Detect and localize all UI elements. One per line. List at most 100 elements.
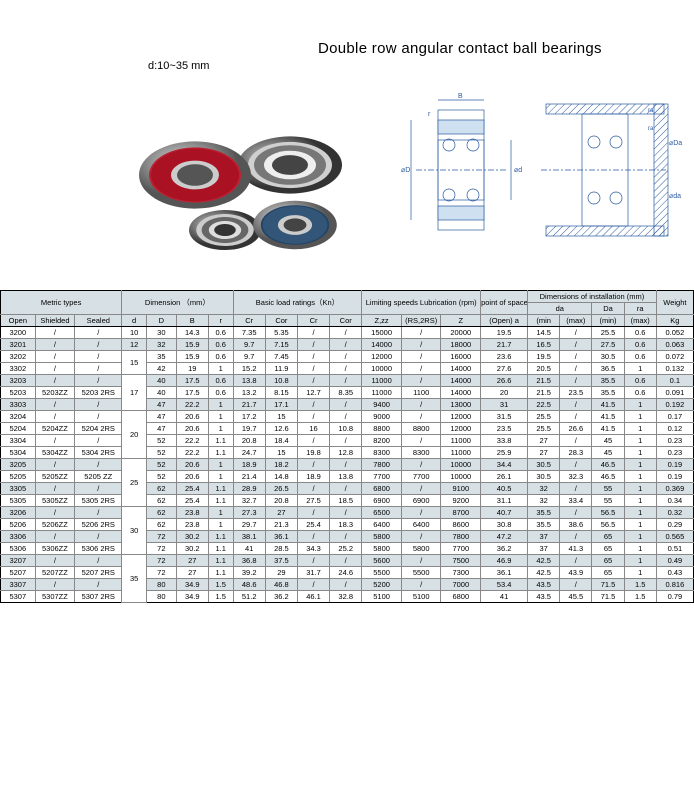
cell: 20000 [441,327,481,339]
cell: 37 [528,543,560,555]
cell: 1 [208,399,233,411]
cell: 1 [624,471,656,483]
cell: 65 [592,543,624,555]
cell: / [297,351,329,363]
cell: / [560,399,592,411]
cell: 23.5 [560,387,592,399]
cell: 34.9 [176,591,208,603]
cell: 21.7 [481,339,528,351]
cell: 18.5 [330,495,362,507]
cell: 19.5 [481,327,528,339]
cell: 28.5 [265,543,297,555]
cell: 45.5 [560,591,592,603]
cell: 5204ZZ [35,423,75,435]
hdr-weight: Weight [656,291,693,315]
cell: / [560,411,592,423]
cell: 36.5 [592,363,624,375]
cell: 30.5 [592,351,624,363]
cell: 29.7 [233,519,265,531]
table-row: 53075307ZZ5307 2RS8034.91.551.236.246.13… [1,591,694,603]
cell: 41 [233,543,265,555]
cell: 0.19 [656,459,693,471]
cell-d: 30 [122,507,147,555]
cell: 5307ZZ [35,591,75,603]
cell: / [35,351,75,363]
cell: 14000 [362,339,402,351]
cell: 21.4 [233,471,265,483]
cell: 32 [528,495,560,507]
cell: 71.5 [592,591,624,603]
cell: 71.5 [592,579,624,591]
cell: 26.1 [481,471,528,483]
cell: 5800 [401,543,441,555]
cell: 5800 [362,531,402,543]
cell: 10000 [441,471,481,483]
cell: 62 [146,483,176,495]
table-row: 3200//103014.30.67.355.35//15000/2000019… [1,327,694,339]
cell: 12000 [441,423,481,435]
cell: 6400 [362,519,402,531]
table-row: 3303//4722.2121.717.1//9400/130003122.5/… [1,399,694,411]
cell: 65 [592,531,624,543]
cell: 8300 [401,447,441,459]
cell: 5206 [1,519,36,531]
cell: 27.3 [233,507,265,519]
cell: 5200 [362,579,402,591]
cell: 0.192 [656,399,693,411]
cell: 0.369 [656,483,693,495]
cell: 0.6 [624,339,656,351]
cell: 25.5 [528,423,560,435]
cell: 20.6 [176,423,208,435]
cell: 0.43 [656,567,693,579]
cell: 0.32 [656,507,693,519]
cell: 21.5 [528,387,560,399]
cell: 5204 [1,423,36,435]
cell: 1 [624,531,656,543]
cell: 26.6 [481,375,528,387]
cell: / [401,435,441,447]
cell: 1 [208,519,233,531]
cell: / [401,399,441,411]
cell: 17.2 [233,411,265,423]
cell: 0.51 [656,543,693,555]
cell: 5207ZZ [35,567,75,579]
table-row: 3305//6225.41.128.926.5//6800/910040.532… [1,483,694,495]
cell: 47 [146,399,176,411]
cell: / [297,579,329,591]
cell: 31.7 [297,567,329,579]
cell-d: 25 [122,459,147,507]
cell: 1100 [401,387,441,399]
cell: 8800 [362,423,402,435]
cell: 3302 [1,363,36,375]
cell: / [75,351,122,363]
cell: / [330,435,362,447]
cell: / [297,363,329,375]
cell: 27 [528,435,560,447]
cell: 5207 2RS [75,567,122,579]
table-row: 52065206ZZ5206 2RS6223.8129.721.325.418.… [1,519,694,531]
cell: / [401,351,441,363]
cell: 30.5 [528,471,560,483]
cell: / [297,507,329,519]
cell: / [330,459,362,471]
cell: 30.2 [176,543,208,555]
cell: 16000 [441,351,481,363]
svg-text:⌀D: ⌀D [401,167,410,174]
cell-d: 35 [122,555,147,603]
cell: 30.5 [528,459,560,471]
cell: 1.1 [208,555,233,567]
cell: 47 [146,411,176,423]
cell: 0.072 [656,351,693,363]
cell: 3304 [1,435,36,447]
cell: 20.8 [265,495,297,507]
col-hdr: Cr [233,315,265,327]
cell: / [35,531,75,543]
bearing-photo [130,95,360,267]
cell: / [560,435,592,447]
col-hdr: Kg [656,315,693,327]
cell: 10.8 [265,375,297,387]
cell: 62 [146,495,176,507]
col-hdr: (max) [624,315,656,327]
cell: / [75,579,122,591]
specification-table: Metric types Dimension （mm） Basic load r… [0,290,694,603]
